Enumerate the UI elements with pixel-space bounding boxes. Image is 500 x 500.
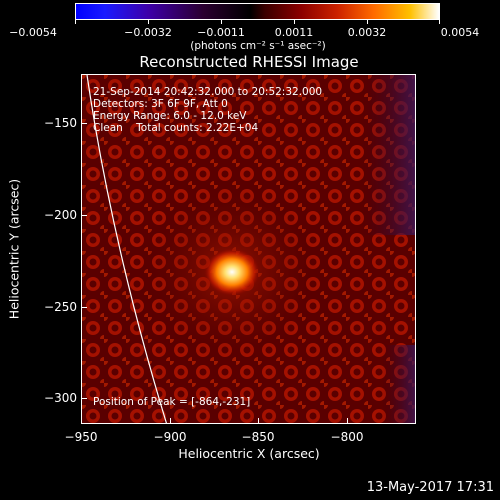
colorbar-tick-label: −0.0054: [9, 26, 57, 39]
plot-title: Reconstructed RHESSI Image: [139, 53, 359, 71]
colorbar-tick: [439, 20, 440, 24]
y-tick-label: −200: [44, 208, 77, 222]
source-peak: [204, 248, 260, 296]
info-time: 21-Sep-2014 20:42:32.000 to 20:52:32.000: [93, 86, 323, 98]
y-tick-label: −150: [44, 116, 77, 130]
x-tick: [347, 418, 348, 424]
y-tick-label: −300: [44, 391, 77, 405]
colorbar: [75, 3, 440, 20]
x-axis-label: Heliocentric X (arcsec): [178, 446, 320, 461]
colorbar-tick-label: 0.0032: [347, 26, 387, 39]
colorbar-tick: [148, 20, 149, 24]
colorbar-tick-label: 0.0011: [274, 26, 314, 39]
colorbar-tick-label: −0.0011: [197, 26, 245, 39]
x-tick-label: −850: [241, 430, 275, 444]
colorbar-tick: [75, 20, 76, 24]
info-clean: Clean Total counts: 2.22E+04: [93, 122, 259, 134]
info-detectors: Detectors: 3F 6F 9F, Att 0: [93, 98, 228, 110]
y-axis-label: Heliocentric Y (arcsec): [6, 178, 22, 320]
colorbar-tick: [367, 20, 368, 24]
x-tick-label: −900: [153, 430, 187, 444]
x-tick: [81, 418, 82, 424]
colorbar-tick: [221, 20, 222, 24]
colorbar-units: (photons cm⁻² s⁻¹ asec⁻²): [190, 40, 326, 52]
x-tick-label: −800: [330, 430, 364, 444]
solar-limb-line: [86, 75, 168, 423]
y-tick: [81, 307, 87, 308]
info-energy: Energy Range: 6.0 - 12.0 keV: [93, 110, 247, 122]
x-tick-label: −950: [64, 430, 98, 444]
footer-timestamp: 13-May-2017 17:31: [366, 480, 494, 495]
rhessi-image: [82, 75, 415, 423]
y-tick: [81, 398, 87, 399]
y-tick: [81, 123, 87, 124]
plot-area: 21-Sep-2014 20:42:32.000 to 20:52:32.000…: [81, 74, 416, 424]
colorbar-tick: [294, 20, 295, 24]
x-tick: [258, 418, 259, 424]
y-tick-label: −250: [44, 300, 77, 314]
colorbar-tick-label: 0.0054: [440, 26, 480, 39]
peak-position: Position of Peak = [-864,-231]: [93, 396, 251, 408]
y-tick: [81, 215, 87, 216]
colorbar-tick-label: −0.0032: [124, 26, 172, 39]
x-tick: [170, 418, 171, 424]
